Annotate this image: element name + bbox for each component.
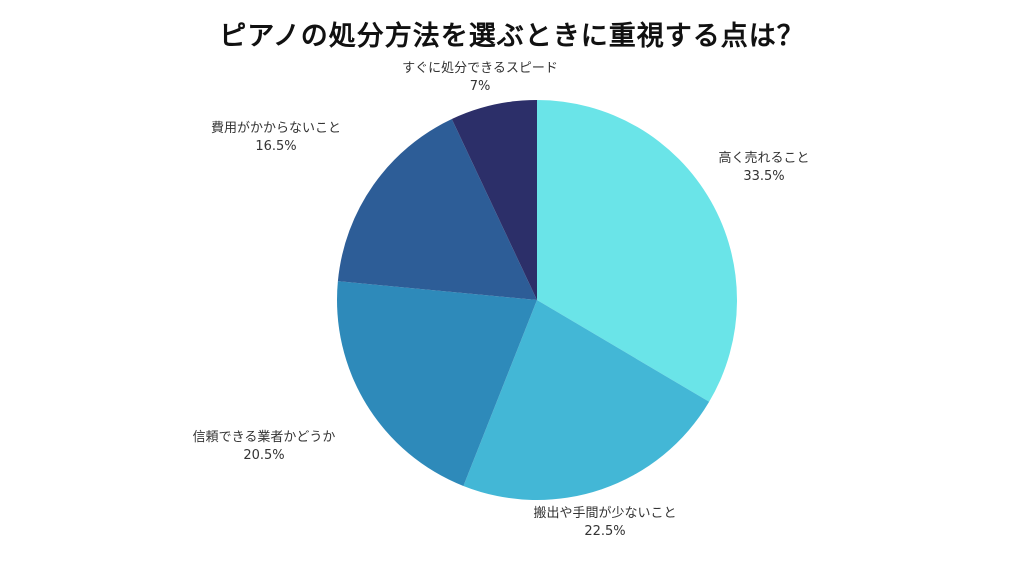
slice-value-1: 22.5% (584, 524, 625, 539)
pie-slice-3 (337, 119, 537, 300)
slice-value-4: 7% (470, 79, 491, 94)
slice-label-2: 信頼できる業者かどうか (193, 429, 336, 445)
pie-slice-2 (337, 281, 537, 486)
pie-slice-0 (537, 100, 738, 402)
slice-value-3: 16.5% (255, 139, 296, 154)
slice-label-4: すぐに処分できるスピード (402, 61, 558, 76)
slice-label-3: 費用がかからないこと (211, 121, 341, 136)
pie-slice-1 (463, 300, 710, 501)
slice-value-2: 20.5% (243, 448, 284, 463)
pie-slice-4 (451, 100, 537, 300)
chart-title: ピアノの処分方法を選ぶときに重視する点は？ (219, 21, 805, 52)
slice-label-1: 搬出や手間が少ないこと (533, 506, 676, 521)
slice-value-0: 33.5% (743, 169, 784, 184)
slice-label-0: 高く売れること (718, 150, 809, 166)
